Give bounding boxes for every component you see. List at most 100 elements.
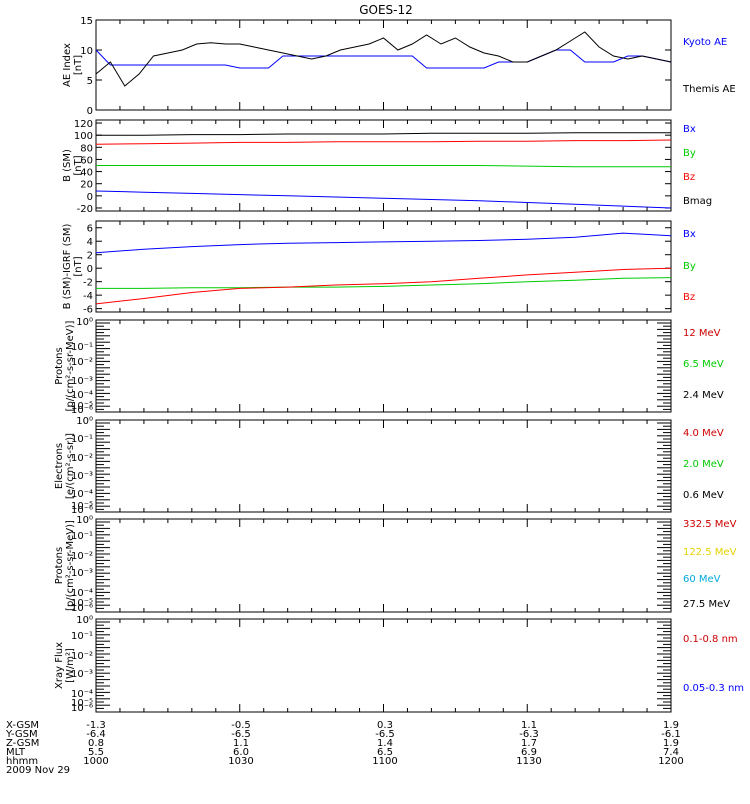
y-axis-label: B (SM)-IGRF (SM)[nT]	[62, 224, 84, 310]
panel-frame	[95, 518, 672, 613]
y-axis-label-line: [nT]	[73, 155, 84, 175]
legend-entry: Bx	[683, 229, 696, 240]
footer-value: 1.9	[663, 738, 679, 749]
y-tick-label: -4	[83, 291, 93, 302]
footer-value: -6.4	[86, 729, 106, 740]
legend-entry: 0.1-0.8 nm	[683, 634, 738, 645]
footer-value: 0.3	[377, 720, 393, 731]
y-tick-label: 10⁻³	[71, 376, 93, 387]
y-tick-label: 10⁰	[76, 615, 93, 626]
y-axis-label-line: [W/m²]	[65, 648, 76, 683]
y-tick-label: 60	[80, 155, 93, 166]
y-axis-label-line: Protons	[54, 547, 65, 584]
legend-entry: Bmag	[683, 196, 712, 207]
y-axis-label-line: [nT]	[73, 256, 84, 276]
y-axis-label: Protons[p/(cm²-s-sr-MeV)]	[54, 320, 76, 411]
footer-value: 5.5	[88, 747, 104, 758]
footer-value: -6.5	[375, 729, 395, 740]
legend-entry: By	[683, 148, 696, 159]
y-tick-label: 10⁻¹	[71, 342, 93, 353]
footer-row-label: MLT	[6, 747, 26, 758]
footer-value: 1.4	[377, 738, 393, 749]
footer-value: -1.3	[86, 720, 106, 731]
y-tick-label: 10⁻³	[71, 471, 93, 482]
y-axis-label-line: [e/(cm²-s-sr)]	[65, 433, 76, 499]
series-line-bx	[95, 190, 672, 209]
y-tick-label: 10⁻³	[71, 568, 93, 579]
legend-entry: 2.0 MeV	[683, 459, 724, 470]
y-tick-label: 10⁻¹	[71, 434, 93, 445]
y-tick-label: 10⁰	[76, 317, 93, 328]
series-line-bx	[95, 232, 672, 254]
y-axis-label-line: Protons	[54, 347, 65, 384]
panel-5: Electrons[e/(cm²-s-sr)]10⁰ 10⁻¹ 10⁻² 10⁻³ 10…	[54, 416, 724, 516]
legend-entry: 0.6 MeV	[683, 490, 724, 501]
y-tick-label: 10⁻²	[71, 651, 93, 662]
footer-value: 1.7	[521, 738, 537, 749]
y-tick-label: 5	[87, 76, 93, 87]
y-axis-label: B (SM)[nT]	[62, 149, 84, 182]
y-tick-label: 10⁻⁵	[71, 698, 93, 709]
y-tick-label: 10⁻⁵	[71, 598, 93, 609]
y-tick-label: 6	[87, 224, 93, 235]
y-tick-label: 80	[80, 143, 93, 154]
y-tick-label: 15	[80, 16, 93, 27]
legend-entry: 122.5 MeV	[683, 547, 737, 558]
footer-value: 1130	[516, 756, 541, 767]
legend-entry: By	[683, 261, 696, 272]
footer-value: 1030	[228, 756, 253, 767]
y-tick-label: 10⁻⁶	[71, 603, 93, 614]
y-axis-label-line: B (SM)	[62, 149, 73, 182]
footer-row-label: hhmm	[6, 756, 38, 767]
footer-value: 1.9	[663, 720, 679, 731]
y-tick-label: 10⁻³	[71, 669, 93, 680]
y-tick-label: 40	[80, 168, 93, 179]
footer-value: -0.5	[231, 720, 251, 731]
footer-value: -6.3	[519, 729, 539, 740]
y-tick-label: 10⁰	[76, 416, 93, 427]
y-axis-label-line: Electrons	[54, 443, 65, 489]
legend-entry: Bx	[683, 124, 696, 135]
y-tick-label: 10⁻²	[71, 357, 93, 368]
footer-value: -6.5	[231, 729, 251, 740]
y-tick-label: 10⁻²	[71, 551, 93, 562]
legend-entry: 4.0 MeV	[683, 428, 724, 439]
footer-value: 0.8	[88, 738, 104, 749]
footer-value: 1000	[83, 756, 108, 767]
y-tick-label: 10⁻²	[71, 453, 93, 464]
y-tick-label: 10⁰	[76, 515, 93, 526]
y-axis-label-line: [p/(cm²-s-sr-MeV)]	[65, 520, 76, 611]
legend-entry: Bz	[683, 292, 695, 303]
series-line-themis-ae	[95, 31, 672, 87]
footer-value: 1.1	[521, 720, 537, 731]
y-axis-label: Protons[p/(cm²-s-sr-MeV)]	[54, 520, 76, 611]
y-tick-label: 100	[74, 131, 93, 142]
y-tick-label: -20	[77, 204, 93, 215]
legend-entry: 12 MeV	[683, 328, 721, 339]
y-axis-label-line: [nT]	[73, 55, 84, 75]
y-tick-label: 10⁻⁴	[71, 588, 93, 599]
y-axis-label: AE Index[nT]	[62, 43, 84, 87]
y-axis-label-line: AE Index	[62, 43, 73, 87]
panel-1: AE Index[nT] 0 5 10 15 Kyoto AE Themis AE	[62, 16, 736, 117]
series-line-bz	[95, 139, 672, 145]
y-axis-label-line: Xray Flux	[54, 642, 65, 689]
footer-value: 6.9	[521, 747, 537, 758]
legend-entry: 2.4 MeV	[683, 390, 724, 401]
legend-entry: Kyoto AE	[683, 37, 727, 48]
panel-4: Protons[p/(cm²-s-sr-MeV)] 10⁰ 10⁻¹ 10⁻² 10⁻³…	[54, 317, 724, 416]
y-axis-label: Electrons[e/(cm²-s-sr)]	[54, 433, 76, 499]
y-tick-label: 10⁻⁴	[71, 489, 93, 500]
y-tick-label: 20	[80, 180, 93, 191]
y-tick-label: 10⁻⁵	[71, 501, 93, 512]
series-line-by	[96, 277, 672, 289]
plot-title: GOES-12	[359, 3, 413, 17]
footer-row-label: Z-GSM	[6, 738, 39, 749]
y-axis-label: Xray Flux[W/m²]	[54, 642, 76, 689]
panel-frame	[95, 220, 672, 313]
legend-entry: Themis AE	[682, 84, 736, 95]
